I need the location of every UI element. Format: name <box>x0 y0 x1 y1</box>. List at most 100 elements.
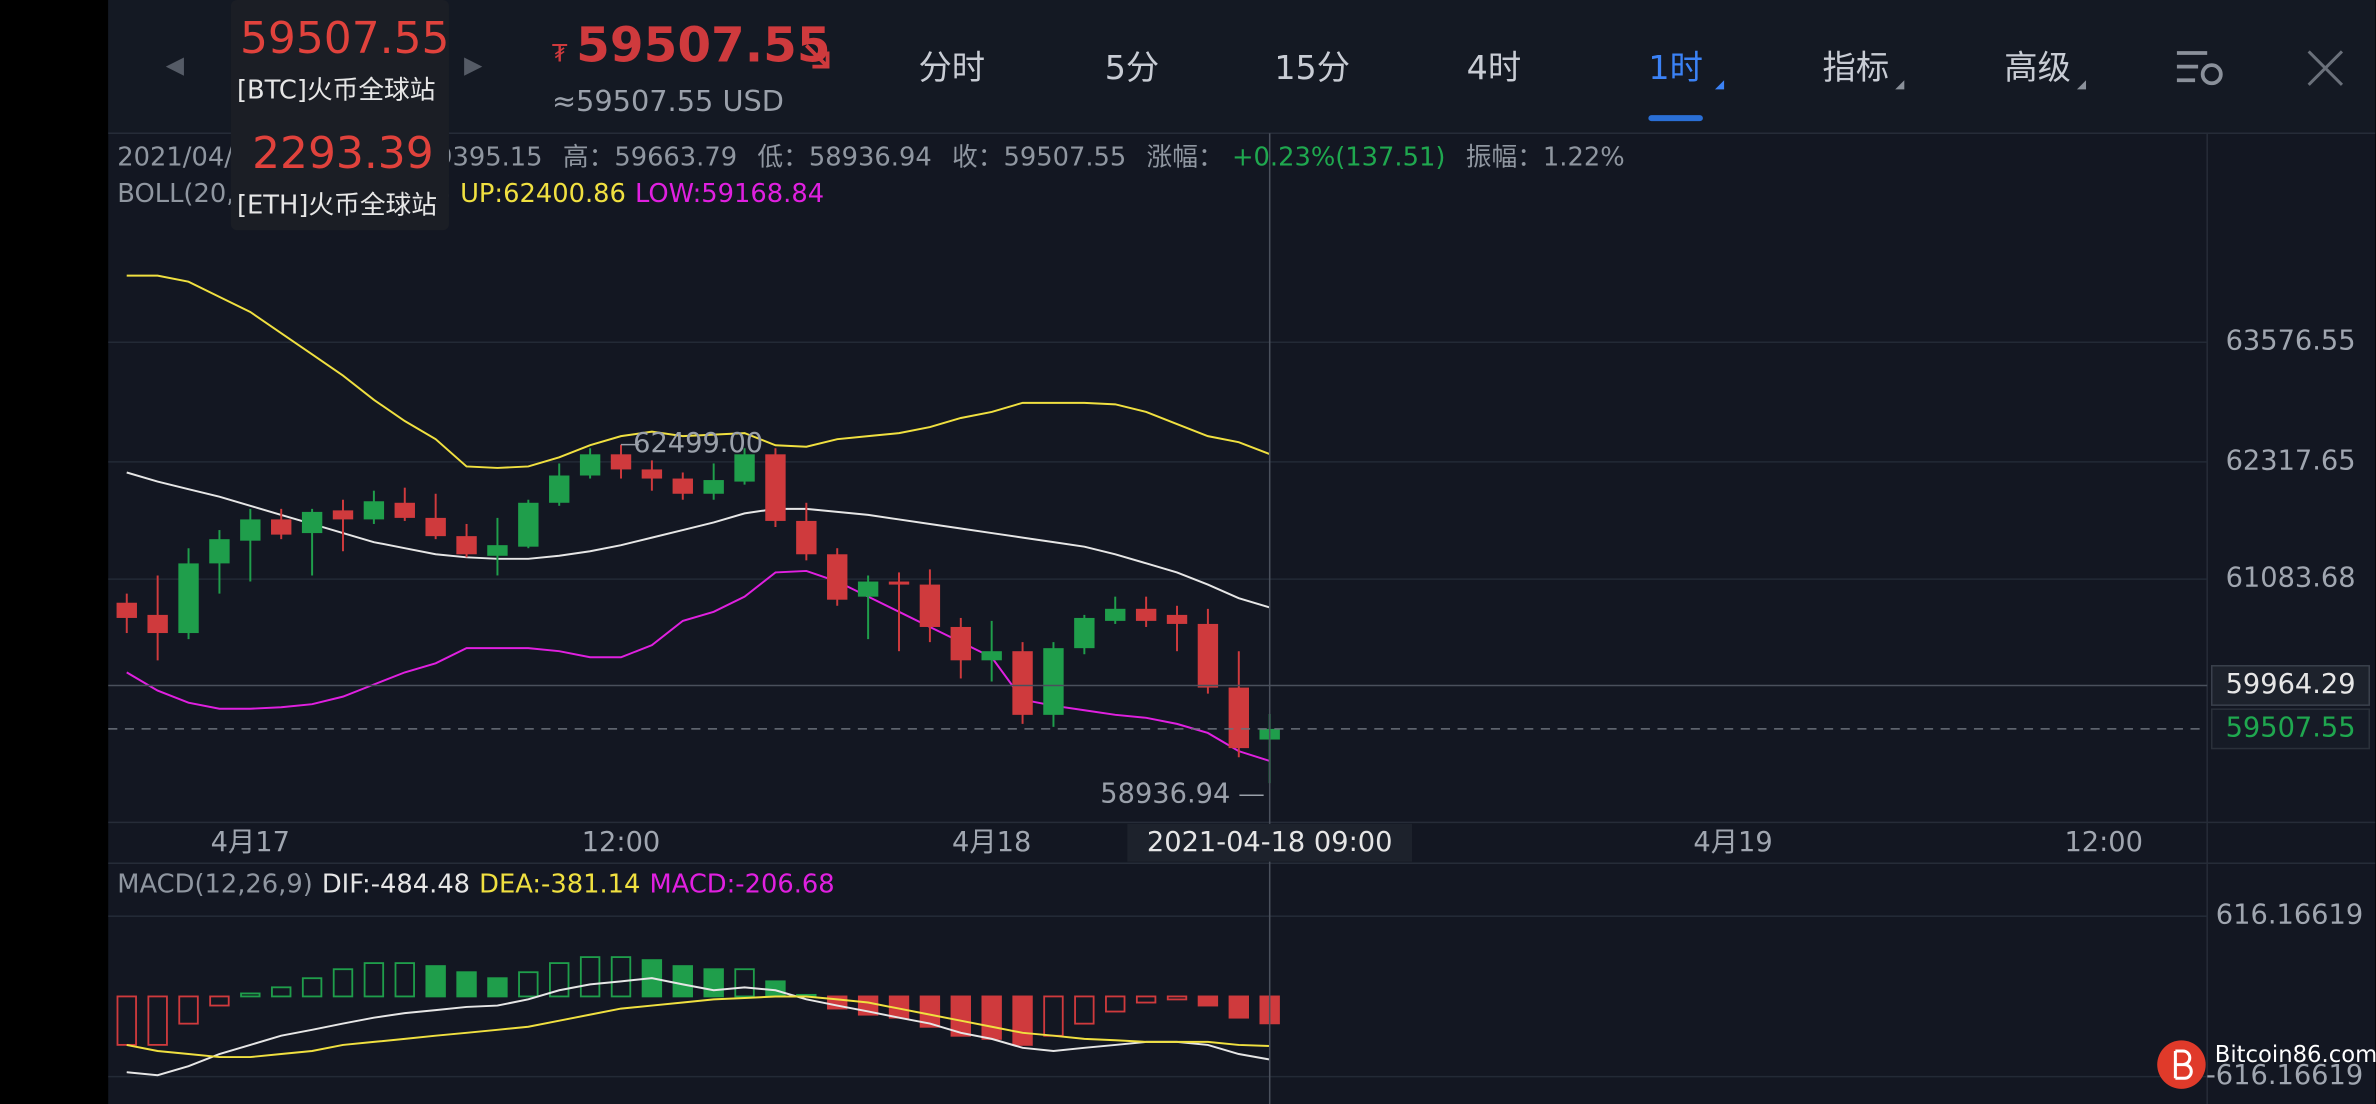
tab-dropdown-mark <box>2076 80 2087 90</box>
macd-bar <box>301 977 323 998</box>
x-tick-label: 4月17 <box>211 827 290 858</box>
candle-body <box>1074 617 1095 649</box>
candle-body <box>1043 648 1064 715</box>
macd-bar <box>487 977 508 998</box>
tabs: 分时 5分 15分 4时 1时 指标 高级 <box>918 48 2087 122</box>
y-tick-label: -616.16619 <box>2206 1060 2363 1091</box>
x-tick-label: 12:00 <box>582 827 661 858</box>
tab[interactable]: 15分 <box>1274 48 1350 87</box>
legend-entry: DIF:-484.48 <box>322 869 470 899</box>
popup-background <box>230 0 449 231</box>
candle-body <box>301 511 323 534</box>
macd-bar <box>178 995 199 1025</box>
y-tick-label: 62317.65 <box>2226 445 2356 476</box>
macd-bar <box>1105 995 1126 1013</box>
macd-bar <box>1228 995 1249 1019</box>
prev-arrow[interactable] <box>165 57 184 76</box>
candle-body <box>641 469 663 479</box>
tab[interactable]: 分时 <box>918 48 985 87</box>
macd-bar <box>703 968 724 998</box>
popup-symbol[interactable]: [BTC]火币全球站 <box>237 75 436 105</box>
macd-line <box>126 977 1270 1077</box>
legend-entry: LOW:59168.84 <box>635 178 824 208</box>
candle-body <box>394 502 415 518</box>
candle-body <box>363 501 385 520</box>
boll-legend: BOLL(20,2)MID:60784.85UP:62400.86LOW:591… <box>117 178 824 208</box>
macd-bar <box>950 995 971 1037</box>
candle-body <box>1135 608 1157 621</box>
tab[interactable]: 指标 <box>1823 48 1890 87</box>
candle-body <box>116 602 137 618</box>
macd-bar <box>1197 995 1219 1007</box>
candle-body <box>672 478 693 494</box>
candle-body <box>456 536 477 555</box>
macd-legend: MACD(12,26,9) DIF:-484.48 DEA:-381.14 MACD:… <box>117 869 834 899</box>
chart-background <box>108 0 2376 1104</box>
popup-price[interactable]: 2293.39 <box>252 128 434 179</box>
macd-label: MACD(12,26,9) <box>117 869 312 899</box>
macd-bar <box>981 995 1002 1040</box>
currency-symbol: ₮ <box>552 40 568 68</box>
tab[interactable]: 1时 <box>1648 48 1702 87</box>
candle-body <box>827 554 848 600</box>
macd-bar <box>271 986 292 998</box>
y-tick-label: 63576.55 <box>2226 326 2356 357</box>
last-price-label: 59507.55 <box>2226 712 2356 743</box>
popup-symbol[interactable]: [ETH]火币全球站 <box>237 190 437 220</box>
settings-icon-gear <box>2200 63 2223 86</box>
macd-bar <box>734 968 755 998</box>
y-tick-label: 616.16619 <box>2216 900 2363 931</box>
boll-line <box>126 274 1270 469</box>
crosshair-x-label: 2021-04-18 09:00 <box>1147 827 1393 858</box>
legend-entry: UP:62400.86 <box>460 178 626 208</box>
macd-bar <box>1166 995 1188 1001</box>
candle-body <box>950 626 971 661</box>
candle-body <box>1012 651 1033 715</box>
macd-bar <box>579 956 601 998</box>
close-button[interactable] <box>2307 50 2344 86</box>
macd-bar <box>919 995 941 1028</box>
candle-body <box>332 510 354 520</box>
macd-bar <box>610 956 632 998</box>
crosshair-y-box <box>2210 665 2370 706</box>
macd-bar <box>672 965 693 998</box>
y-tick-label: 61083.68 <box>2226 563 2356 594</box>
candle-body <box>178 563 199 634</box>
legend-entry: DEA:-381.14 <box>479 869 640 899</box>
macd-bar <box>332 968 354 998</box>
tab[interactable]: 5分 <box>1105 48 1159 87</box>
macd-bar <box>1074 995 1095 1025</box>
tab-underline <box>1648 115 1703 122</box>
settings-icon[interactable] <box>2176 51 2208 83</box>
candle-body <box>796 520 817 555</box>
header-bar <box>108 0 2376 134</box>
next-arrow[interactable] <box>464 57 483 76</box>
candle-body <box>610 454 632 470</box>
high-marker: 62499.00 <box>633 428 763 459</box>
info-high: 高：59663.79 <box>563 142 737 172</box>
candle-body <box>240 519 261 541</box>
macd-bar <box>518 971 539 998</box>
plot: 63576.55 62317.65 61083.68 616.16619 -616.16… <box>108 133 2370 1104</box>
macd-bar <box>549 962 570 998</box>
candle-body <box>1197 623 1219 688</box>
candle-body <box>981 651 1002 661</box>
info-low: 低：58936.94 <box>757 142 931 172</box>
tab[interactable]: 高级 <box>2004 48 2071 87</box>
last-price-box <box>2210 708 2370 750</box>
macd-line <box>126 995 1270 1059</box>
info-change: +0.23%(137.51) <box>1232 142 1445 172</box>
watermark-text: Bitcoin86.com <box>2215 1042 2376 1068</box>
candle-body <box>425 517 446 537</box>
macd-bar <box>456 971 477 998</box>
candle-body <box>765 454 786 521</box>
legend-entry: MACD:-206.68 <box>649 869 834 899</box>
popup-price[interactable]: 59507.55 <box>240 13 450 64</box>
usd-price: ≈59507.55 USD <box>552 84 784 118</box>
x-tick-label: 12:00 <box>2064 827 2143 858</box>
crosshair-x-box <box>1127 823 1413 862</box>
candle-body <box>271 519 292 535</box>
tab[interactable]: 4时 <box>1467 48 1521 87</box>
